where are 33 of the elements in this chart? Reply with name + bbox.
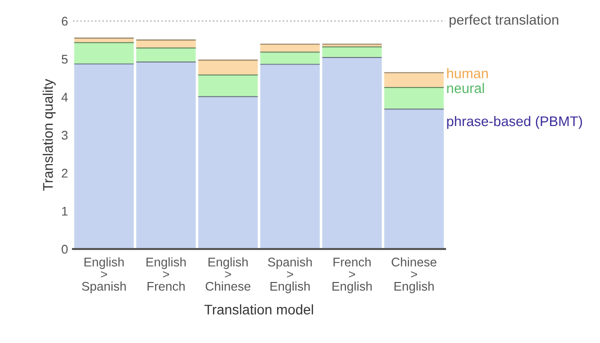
bar <box>74 42 134 64</box>
series-label: human <box>447 68 488 78</box>
bar <box>260 64 320 249</box>
bar <box>198 96 258 249</box>
bar <box>322 57 382 249</box>
y-tick-label: 4 <box>61 92 68 102</box>
x-axis-title: Translation model <box>204 304 314 315</box>
series-label: neural <box>447 82 484 94</box>
bar <box>384 72 444 88</box>
y-tick-label: 1 <box>62 206 68 216</box>
bar <box>74 64 134 249</box>
bar <box>384 88 444 110</box>
y-tick-label: 3 <box>62 130 68 140</box>
series-label: phrase-based (PBMT) <box>447 116 582 129</box>
y-tick-label: 5 <box>62 54 68 64</box>
bar <box>136 48 196 62</box>
bar <box>198 60 258 75</box>
bar <box>384 109 444 249</box>
x-tick-label: English > Spanish <box>82 257 126 294</box>
bar <box>260 52 320 64</box>
y-tick-label: 0 <box>62 244 68 254</box>
x-tick-label: English > Chinese <box>206 257 250 291</box>
y-tick-label: 6 <box>62 16 68 26</box>
x-tick-label: English > French <box>146 257 186 291</box>
y-tick-label: 2 <box>62 168 68 178</box>
x-tick-label: Chinese > English <box>392 257 436 294</box>
ref-line-label: perfect translation <box>450 14 558 28</box>
bar <box>198 74 258 97</box>
bar <box>136 62 196 249</box>
x-tick-label: French > English <box>332 257 372 294</box>
x-tick-label: Spanish > English <box>268 257 312 294</box>
y-axis-title: Translation quality <box>42 78 56 191</box>
bar <box>322 46 382 58</box>
